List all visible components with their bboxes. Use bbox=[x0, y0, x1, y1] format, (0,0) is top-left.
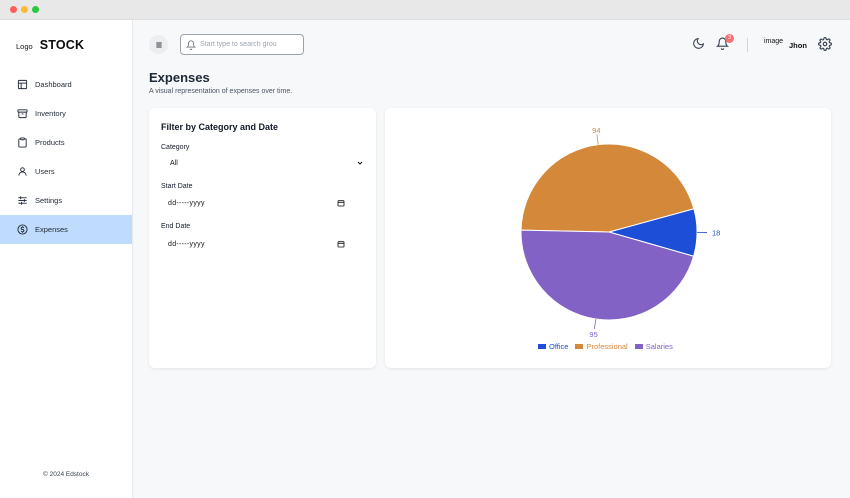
pie-slice-professional[interactable] bbox=[520, 143, 695, 233]
gear-icon bbox=[818, 37, 832, 51]
sidebar-item-label: Settings bbox=[35, 196, 63, 205]
sliders-icon bbox=[18, 196, 27, 205]
page-title: Expenses bbox=[149, 70, 210, 85]
data-label-professional: 94 bbox=[592, 126, 600, 135]
data-label-leader bbox=[593, 318, 597, 329]
category-selected-value: All bbox=[170, 159, 178, 167]
expenses-chart-card: 18 94 95 Office Professional Salaries bbox=[385, 108, 831, 368]
legend-item-office[interactable]: Office bbox=[538, 342, 568, 351]
category-select[interactable]: All bbox=[161, 156, 364, 170]
sidebar-item-inventory[interactable]: Inventory bbox=[0, 99, 132, 128]
end-date-value: dd-----yyyy bbox=[168, 240, 205, 248]
layout-icon bbox=[17, 79, 28, 90]
legend-label: Salaries bbox=[645, 342, 673, 351]
window-titlebar bbox=[0, 0, 850, 20]
maximize-window-button[interactable] bbox=[32, 6, 39, 13]
topbar-divider bbox=[747, 38, 748, 52]
theme-toggle-button[interactable] bbox=[692, 37, 705, 55]
search-input[interactable] bbox=[200, 41, 300, 48]
data-label-leader bbox=[596, 134, 599, 145]
brand: Logo STOCK bbox=[16, 38, 84, 52]
calendar-icon bbox=[337, 241, 345, 248]
pie-slice-salaries[interactable] bbox=[520, 229, 695, 321]
menu-toggle-button[interactable] bbox=[149, 35, 168, 54]
legend-item-professional[interactable]: Professional bbox=[575, 342, 628, 351]
user-name[interactable]: Jhon bbox=[789, 41, 807, 50]
archive-icon bbox=[17, 109, 28, 119]
filter-card: Filter by Category and Date Category All… bbox=[149, 108, 376, 368]
settings-button[interactable] bbox=[818, 37, 832, 56]
start-date-label: Start Date bbox=[161, 183, 193, 190]
chevron-down-icon bbox=[357, 161, 363, 165]
sidebar-item-users[interactable]: Users bbox=[0, 157, 132, 186]
sidebar-item-dashboard[interactable]: Dashboard bbox=[0, 70, 132, 99]
sidebar-item-products[interactable]: Products bbox=[0, 128, 132, 157]
sidebar-item-settings[interactable]: Settings bbox=[0, 186, 132, 215]
sidebar-item-label: Dashboard bbox=[35, 80, 72, 89]
data-label-salaries: 95 bbox=[589, 330, 597, 339]
legend-swatch bbox=[538, 344, 546, 349]
end-date-label: End Date bbox=[161, 223, 191, 230]
start-date-value: dd-----yyyy bbox=[168, 199, 205, 207]
legend-item-salaries[interactable]: Salaries bbox=[634, 342, 673, 351]
notifications-button[interactable] bbox=[715, 37, 730, 55]
logo-image: Logo bbox=[16, 42, 33, 51]
search-box bbox=[180, 34, 304, 55]
bell-icon bbox=[186, 39, 196, 50]
calendar-icon bbox=[337, 200, 345, 207]
expenses-pie-chart: 18 94 95 bbox=[520, 126, 720, 339]
copyright-footer: © 2024 Edstock bbox=[43, 471, 89, 478]
page-subtitle: A visual representation of expenses over… bbox=[149, 88, 293, 95]
legend-label: Professional bbox=[586, 342, 628, 351]
dollar-circle-icon bbox=[17, 224, 28, 235]
sidebar: Logo STOCK Dashboard Inventory Products … bbox=[0, 20, 133, 498]
legend-swatch bbox=[575, 344, 584, 349]
topbar: 3 image Jhon bbox=[133, 20, 850, 70]
sidebar-item-label: Inventory bbox=[35, 109, 66, 118]
hamburger-icon bbox=[155, 42, 162, 47]
sidebar-nav: Dashboard Inventory Products Users Setti… bbox=[0, 70, 132, 244]
notification-count-badge: 3 bbox=[725, 34, 734, 43]
close-window-button[interactable] bbox=[10, 6, 17, 13]
legend-swatch bbox=[634, 344, 643, 349]
category-label: Category bbox=[161, 144, 190, 151]
sidebar-item-label: Users bbox=[35, 167, 55, 176]
start-date-input[interactable]: dd-----yyyy bbox=[161, 196, 345, 210]
bell-icon bbox=[715, 37, 730, 50]
legend-label: Office bbox=[549, 342, 569, 351]
chart-legend: Office Professional Salaries bbox=[538, 342, 673, 351]
data-label-office: 18 bbox=[712, 229, 720, 238]
clipboard-icon bbox=[18, 137, 27, 148]
sidebar-item-label: Expenses bbox=[35, 225, 68, 234]
sidebar-item-label: Products bbox=[35, 138, 65, 147]
minimize-window-button[interactable] bbox=[21, 6, 28, 13]
user-icon bbox=[18, 167, 27, 176]
filter-title: Filter by Category and Date bbox=[161, 122, 279, 132]
end-date-input[interactable]: dd-----yyyy bbox=[161, 237, 345, 251]
moon-icon bbox=[693, 37, 705, 49]
sidebar-item-expenses[interactable]: Expenses bbox=[0, 215, 132, 244]
brand-name: STOCK bbox=[39, 38, 85, 52]
avatar[interactable]: image bbox=[764, 38, 784, 45]
